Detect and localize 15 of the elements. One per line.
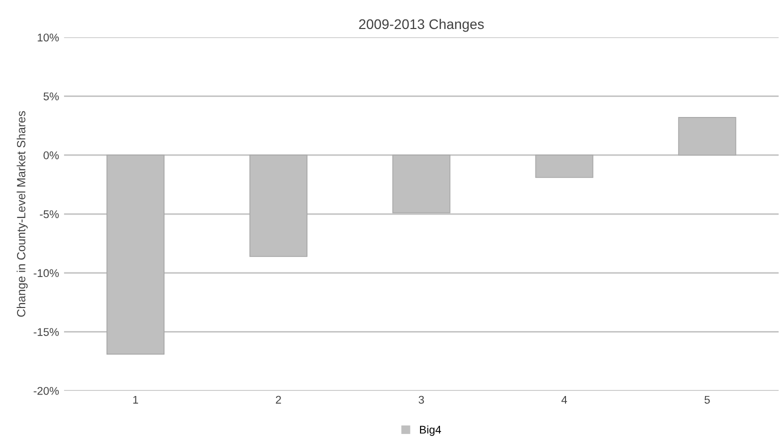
x-tick-label: 5 xyxy=(704,396,710,404)
x-tick-label: 3 xyxy=(418,396,424,404)
y-tick-label: -20% xyxy=(34,386,59,395)
x-tick-label: 1 xyxy=(133,396,138,404)
y-tick-label: -15% xyxy=(34,328,59,336)
y-axis-title: Change in County-Level Market Shares xyxy=(16,111,28,317)
y-tick-label: 10% xyxy=(38,34,59,42)
chart-title: 2009-2013 Changes xyxy=(359,18,484,32)
y-tick-label: -10% xyxy=(34,269,59,278)
y-tick-label: 5% xyxy=(44,92,59,100)
y-tick-label: 0% xyxy=(44,151,59,160)
x-tick-label: 4 xyxy=(561,396,568,404)
x-tick-label: 2 xyxy=(276,396,281,404)
y-tick-label: -5% xyxy=(40,210,59,218)
legend-label: Big4 xyxy=(420,426,442,436)
